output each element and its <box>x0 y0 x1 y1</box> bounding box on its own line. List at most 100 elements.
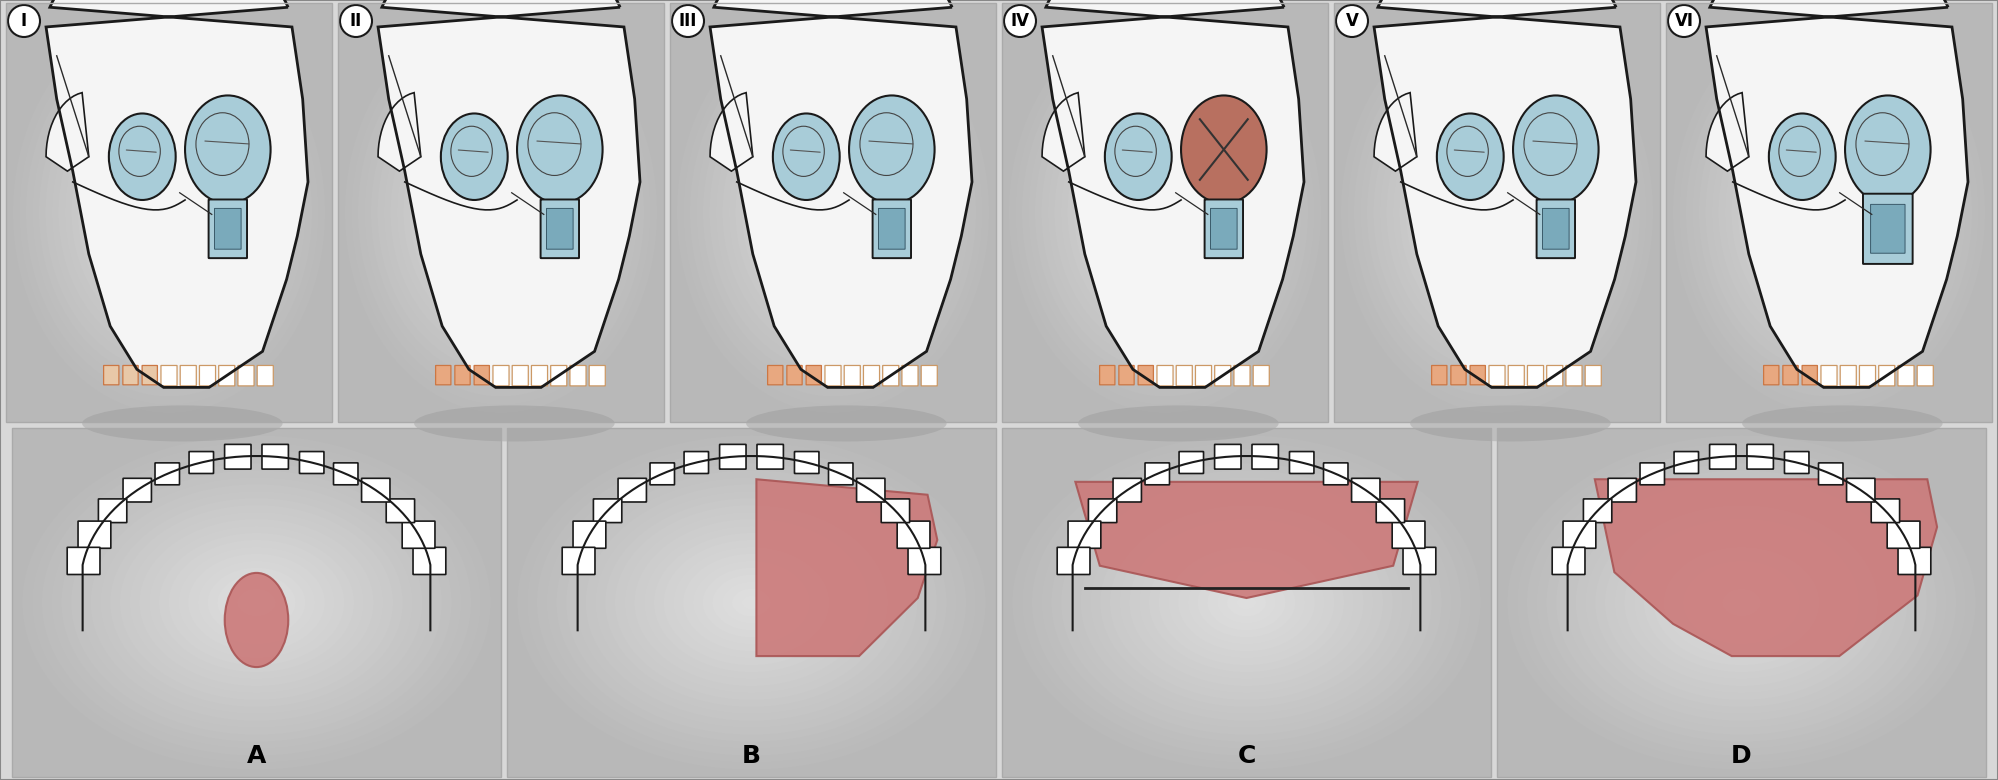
Ellipse shape <box>1361 37 1634 388</box>
Ellipse shape <box>1035 45 1295 380</box>
Polygon shape <box>1111 135 1245 373</box>
FancyBboxPatch shape <box>1536 200 1574 258</box>
Polygon shape <box>1375 93 1417 171</box>
Ellipse shape <box>198 561 316 644</box>
Ellipse shape <box>1556 470 1926 735</box>
Ellipse shape <box>52 456 462 749</box>
Ellipse shape <box>1732 596 1752 609</box>
Ellipse shape <box>1381 62 1614 363</box>
Ellipse shape <box>92 112 248 313</box>
Polygon shape <box>138 337 202 373</box>
Ellipse shape <box>1139 526 1355 679</box>
Ellipse shape <box>462 162 539 263</box>
Ellipse shape <box>390 70 611 355</box>
FancyBboxPatch shape <box>1918 366 1934 386</box>
Circle shape <box>1005 5 1037 37</box>
Ellipse shape <box>671 4 995 421</box>
Ellipse shape <box>1718 70 1940 355</box>
Polygon shape <box>709 0 971 388</box>
Ellipse shape <box>118 146 222 279</box>
Ellipse shape <box>1722 589 1760 616</box>
Ellipse shape <box>1682 561 1800 644</box>
FancyBboxPatch shape <box>787 366 801 385</box>
Ellipse shape <box>58 70 280 355</box>
FancyBboxPatch shape <box>1177 366 1193 386</box>
Ellipse shape <box>1197 568 1295 637</box>
Ellipse shape <box>1145 187 1185 238</box>
Bar <box>507 428 995 777</box>
FancyBboxPatch shape <box>218 366 236 386</box>
FancyBboxPatch shape <box>1870 204 1904 254</box>
Ellipse shape <box>1347 20 1646 405</box>
Text: IV: IV <box>1011 12 1029 30</box>
Ellipse shape <box>1029 37 1301 388</box>
Ellipse shape <box>755 112 911 313</box>
Ellipse shape <box>218 575 296 630</box>
Ellipse shape <box>1119 154 1211 271</box>
Ellipse shape <box>1822 204 1836 221</box>
Polygon shape <box>1375 0 1636 388</box>
Ellipse shape <box>741 95 923 330</box>
FancyBboxPatch shape <box>569 366 585 386</box>
FancyBboxPatch shape <box>214 208 242 249</box>
Ellipse shape <box>1003 4 1327 421</box>
Ellipse shape <box>595 491 907 714</box>
Ellipse shape <box>384 62 617 363</box>
Ellipse shape <box>517 95 603 204</box>
Ellipse shape <box>238 589 276 616</box>
Ellipse shape <box>1111 505 1383 700</box>
FancyBboxPatch shape <box>1113 478 1141 502</box>
Ellipse shape <box>1698 45 1960 380</box>
Ellipse shape <box>721 582 781 623</box>
Ellipse shape <box>1776 146 1880 279</box>
FancyBboxPatch shape <box>124 478 152 502</box>
FancyBboxPatch shape <box>1139 366 1153 385</box>
Bar <box>1003 428 1491 777</box>
Ellipse shape <box>1750 112 1906 313</box>
Ellipse shape <box>1081 104 1249 321</box>
FancyBboxPatch shape <box>1403 548 1437 575</box>
Ellipse shape <box>98 121 240 304</box>
FancyBboxPatch shape <box>1888 521 1920 548</box>
Bar <box>338 3 663 422</box>
Ellipse shape <box>775 137 891 288</box>
Bar <box>1497 428 1986 777</box>
Ellipse shape <box>1119 512 1373 693</box>
Ellipse shape <box>352 20 651 405</box>
Ellipse shape <box>1485 196 1510 229</box>
Ellipse shape <box>104 129 234 296</box>
Ellipse shape <box>1393 79 1600 346</box>
Polygon shape <box>378 0 639 388</box>
Ellipse shape <box>761 121 905 304</box>
Ellipse shape <box>72 470 442 735</box>
Ellipse shape <box>424 112 579 313</box>
Text: A: A <box>248 744 266 768</box>
FancyBboxPatch shape <box>1820 366 1836 386</box>
Ellipse shape <box>120 505 394 700</box>
Ellipse shape <box>178 547 334 658</box>
Bar <box>12 428 501 777</box>
FancyBboxPatch shape <box>1215 445 1241 469</box>
FancyBboxPatch shape <box>1840 366 1856 386</box>
Ellipse shape <box>346 12 657 413</box>
Ellipse shape <box>1139 179 1191 246</box>
Ellipse shape <box>1768 113 1836 200</box>
FancyBboxPatch shape <box>873 200 911 258</box>
Ellipse shape <box>1680 20 1978 405</box>
Ellipse shape <box>1732 87 1926 338</box>
Bar <box>12 428 501 777</box>
FancyBboxPatch shape <box>190 452 214 473</box>
Ellipse shape <box>1107 137 1223 288</box>
Ellipse shape <box>787 154 879 271</box>
FancyBboxPatch shape <box>414 548 446 575</box>
Ellipse shape <box>1411 406 1610 441</box>
Ellipse shape <box>697 37 969 388</box>
Ellipse shape <box>807 179 859 246</box>
Ellipse shape <box>713 575 791 630</box>
Ellipse shape <box>414 406 615 441</box>
FancyBboxPatch shape <box>531 366 547 386</box>
FancyBboxPatch shape <box>1119 366 1135 385</box>
Ellipse shape <box>1179 113 1249 200</box>
FancyBboxPatch shape <box>649 463 675 485</box>
Ellipse shape <box>80 477 432 728</box>
